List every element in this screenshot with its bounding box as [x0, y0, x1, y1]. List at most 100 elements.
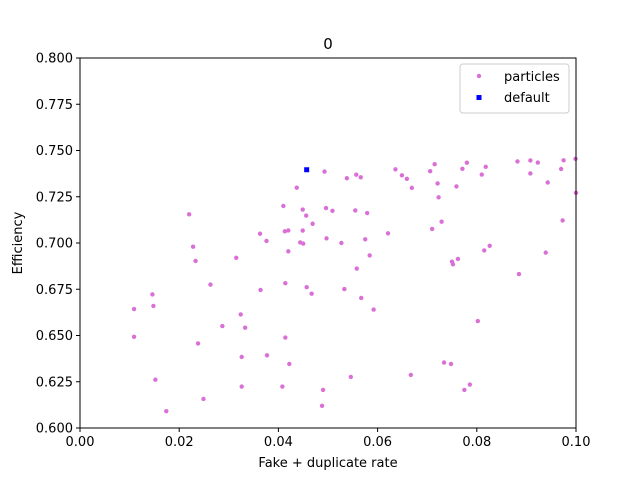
- data-point-particles: [462, 387, 467, 393]
- legend-marker-particles: [476, 73, 482, 79]
- data-point-particles: [164, 408, 169, 414]
- legend-box: [459, 63, 570, 114]
- data-point-particles: [367, 253, 372, 258]
- data-point-particles: [454, 184, 459, 189]
- data-point-particles: [239, 354, 244, 360]
- data-point-particles: [363, 237, 368, 242]
- y-tick-label: 0.650: [36, 329, 73, 344]
- data-point-default: [304, 167, 310, 173]
- data-point-particles: [131, 334, 137, 339]
- data-point-particles: [282, 229, 288, 234]
- x-tick-label: 0.04: [264, 435, 293, 450]
- data-point-particles: [330, 208, 335, 214]
- data-point-particles: [429, 226, 435, 232]
- data-point-particles: [242, 325, 248, 330]
- data-point-particles: [281, 203, 286, 209]
- points-layer: [131, 156, 579, 414]
- data-point-particles: [558, 166, 564, 172]
- data-point-particles: [264, 238, 269, 244]
- data-point-particles: [193, 258, 198, 264]
- data-point-particles: [195, 341, 201, 346]
- data-point-particles: [264, 353, 270, 358]
- data-point-particles: [238, 312, 243, 317]
- data-point-particles: [515, 159, 520, 164]
- data-point-particles: [404, 176, 410, 182]
- data-point-particles: [436, 195, 441, 200]
- chart-title: 0: [323, 35, 333, 53]
- data-point-particles: [475, 318, 480, 324]
- data-point-particles: [257, 231, 263, 236]
- data-point-particles: [286, 249, 291, 254]
- data-point-particles: [310, 221, 315, 226]
- data-point-particles: [371, 307, 376, 312]
- data-point-particles: [301, 241, 306, 246]
- data-point-particles: [283, 335, 288, 340]
- data-point-particles: [354, 266, 359, 271]
- data-point-particles: [448, 361, 454, 367]
- data-point-particles: [399, 173, 405, 178]
- data-point-particles: [441, 360, 447, 365]
- data-point-particles: [528, 158, 533, 163]
- y-tick-label: 0.625: [36, 375, 73, 390]
- data-point-particles: [516, 271, 522, 277]
- data-point-particles: [487, 243, 492, 248]
- y-tick-label: 0.675: [36, 283, 73, 298]
- data-point-particles: [385, 231, 391, 236]
- data-point-particles: [561, 158, 566, 163]
- data-point-particles: [190, 244, 196, 249]
- data-point-particles: [323, 205, 329, 211]
- data-point-particles: [535, 160, 541, 165]
- data-point-particles: [283, 280, 288, 286]
- data-point-particles: [153, 377, 158, 382]
- data-point-particles: [258, 287, 263, 293]
- data-point-particles: [294, 185, 299, 190]
- data-point-particles: [300, 207, 305, 212]
- data-point-particles: [432, 161, 437, 167]
- data-point-particles: [201, 396, 206, 402]
- data-point-particles: [450, 262, 456, 267]
- data-point-particles: [322, 169, 327, 174]
- data-point-particles: [309, 291, 314, 296]
- data-point-particles: [464, 160, 470, 165]
- data-point-particles: [543, 250, 548, 255]
- x-tick-label: 0.00: [66, 435, 95, 450]
- data-point-particles: [435, 181, 440, 186]
- data-point-particles: [287, 361, 292, 367]
- data-point-particles: [364, 210, 370, 216]
- legend: particles default: [459, 63, 570, 114]
- data-point-particles: [359, 295, 364, 301]
- data-point-particles: [545, 180, 550, 185]
- data-point-particles: [300, 228, 305, 233]
- data-point-particles: [393, 167, 398, 172]
- legend-label-particles: particles: [504, 70, 560, 85]
- legend-marker-default: [476, 95, 482, 100]
- data-point-particles: [342, 286, 347, 292]
- data-point-particles: [208, 282, 213, 287]
- y-axis-ticks: 0.600 0.625 0.650 0.675 0.700 0.725 0.750 0.775…: [36, 52, 80, 437]
- x-axis-label: Fake + duplicate rate: [258, 456, 397, 471]
- data-point-particles: [344, 176, 350, 181]
- y-tick-label: 0.700: [36, 237, 73, 252]
- y-tick-label: 0.800: [36, 52, 73, 67]
- data-point-particles: [354, 172, 359, 177]
- data-point-particles: [560, 218, 565, 223]
- x-tick-label: 0.02: [165, 435, 194, 450]
- legend-label-default: default: [504, 91, 550, 106]
- data-point-particles: [479, 172, 484, 177]
- data-point-particles: [220, 323, 225, 329]
- data-point-particles: [353, 208, 358, 213]
- data-point-particles: [320, 387, 326, 393]
- data-point-particles: [467, 382, 473, 387]
- data-point-particles: [409, 185, 415, 191]
- data-point-particles: [439, 219, 444, 224]
- data-point-particles: [482, 248, 487, 253]
- x-tick-label: 0.10: [562, 435, 591, 450]
- data-point-particles: [358, 175, 363, 180]
- data-point-particles: [324, 236, 329, 241]
- plot-area: [80, 58, 576, 428]
- data-point-particles: [304, 285, 309, 290]
- y-tick-label: 0.750: [36, 144, 73, 159]
- x-tick-label: 0.08: [462, 435, 491, 450]
- x-axis-ticks: 0.00 0.02 0.04 0.06 0.08 0.10: [66, 428, 591, 450]
